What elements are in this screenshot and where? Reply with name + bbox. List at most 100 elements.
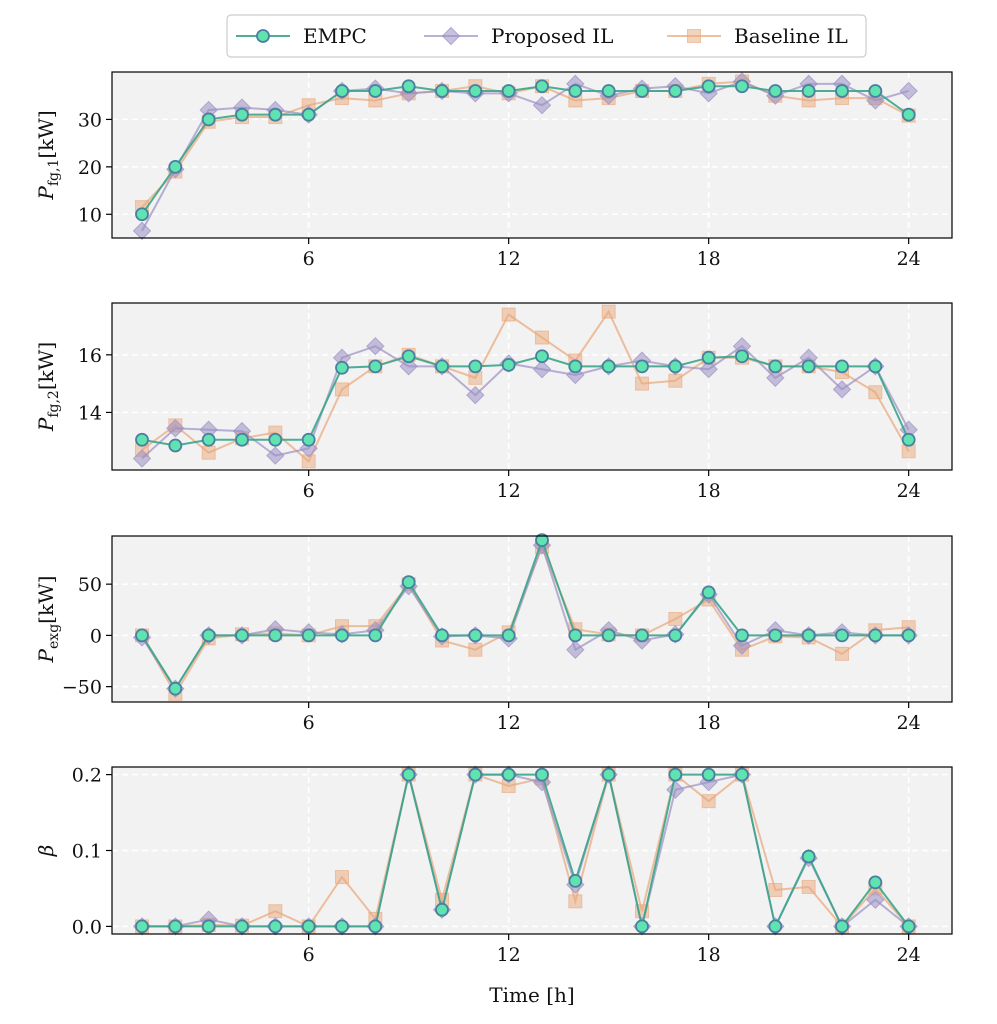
data-point xyxy=(435,628,449,643)
y-axis-label-main: P xyxy=(34,648,58,663)
data-point xyxy=(701,585,716,600)
data-point xyxy=(601,628,616,643)
legend-entry-empc: EMPC xyxy=(236,24,367,48)
axes-frame xyxy=(111,302,953,471)
data-point xyxy=(301,432,316,447)
data-point xyxy=(335,919,349,934)
data-point xyxy=(266,446,285,465)
data-point xyxy=(868,628,883,643)
data-point xyxy=(235,628,249,643)
y-axis-label: β xyxy=(34,845,58,858)
series-empc xyxy=(135,349,916,453)
data-point xyxy=(635,376,649,391)
y-axis-label-sub: fg,2 xyxy=(46,390,62,418)
data-point xyxy=(768,84,783,98)
data-point xyxy=(166,419,185,438)
data-point xyxy=(468,370,483,385)
data-point xyxy=(368,84,383,98)
data-point xyxy=(468,628,483,643)
data-point xyxy=(601,767,616,782)
data-point xyxy=(601,84,616,98)
data-point xyxy=(201,112,216,127)
data-point xyxy=(201,628,216,643)
series-empc xyxy=(135,767,916,934)
data-point xyxy=(535,767,549,782)
data-point xyxy=(701,767,716,782)
legend-entry-baseline-il: Baseline IL xyxy=(667,24,848,48)
legend-marker xyxy=(441,26,461,46)
legend-box xyxy=(226,14,867,58)
data-point xyxy=(435,902,449,917)
x-tick-label: 24 xyxy=(897,248,921,270)
data-point xyxy=(435,359,449,374)
data-point xyxy=(635,919,649,934)
x-tick-label: 12 xyxy=(497,480,521,502)
y-axis-label-main: β xyxy=(34,845,58,858)
legend-label: Proposed IL xyxy=(491,24,613,48)
data-point xyxy=(668,359,683,374)
data-point xyxy=(501,307,516,322)
subplot-2: 6 12 18 24 14 16 Pfg,2[kW] xyxy=(34,302,953,502)
y-tick-label: 16 xyxy=(78,345,102,367)
data-point xyxy=(268,904,283,919)
data-point xyxy=(668,373,683,388)
y-tick-label: 10 xyxy=(78,204,102,226)
data-point xyxy=(335,628,349,643)
data-point xyxy=(135,207,149,222)
data-point xyxy=(501,84,516,98)
data-point xyxy=(535,330,549,345)
data-point xyxy=(401,349,416,364)
data-point xyxy=(732,636,752,655)
y-axis-label-main: P xyxy=(34,186,58,201)
data-point xyxy=(901,107,916,122)
data-point xyxy=(335,84,349,98)
data-point xyxy=(135,628,149,643)
data-point xyxy=(135,919,149,934)
data-point xyxy=(801,84,816,98)
subplot-3: 6 12 18 24 −50 0 50 Pexg[kW] xyxy=(34,533,953,734)
legend-label: EMPC xyxy=(303,24,367,48)
data-point xyxy=(601,304,616,319)
data-point xyxy=(168,681,183,696)
data-point xyxy=(901,444,916,459)
data-point xyxy=(535,349,549,364)
data-point xyxy=(868,875,883,890)
data-point xyxy=(701,79,716,94)
data-point xyxy=(268,919,283,934)
data-point xyxy=(668,84,683,98)
data-point xyxy=(735,767,749,782)
data-point xyxy=(401,79,416,94)
data-point xyxy=(668,612,683,626)
y-tick-label: −50 xyxy=(62,677,102,699)
y-axis-label: Pfg,1[kW] xyxy=(34,110,62,200)
data-point xyxy=(835,84,849,98)
x-tick-label: 6 xyxy=(303,712,315,734)
data-point xyxy=(768,359,783,374)
data-point xyxy=(535,79,549,94)
data-point xyxy=(132,221,152,241)
data-point xyxy=(368,359,383,374)
x-tick-label: 6 xyxy=(303,248,315,270)
data-point xyxy=(401,767,416,782)
x-tick-label: 18 xyxy=(697,480,721,502)
y-tick-label: 14 xyxy=(78,402,102,424)
data-point xyxy=(535,533,549,547)
data-point xyxy=(568,873,583,888)
data-point xyxy=(701,350,716,365)
axes-frame xyxy=(111,535,953,703)
y-tick-label: 30 xyxy=(78,109,102,131)
data-point xyxy=(235,919,249,934)
data-point xyxy=(735,79,749,94)
data-point xyxy=(899,81,918,101)
data-point xyxy=(468,84,483,98)
data-point xyxy=(768,919,783,934)
data-point xyxy=(701,794,716,809)
data-point xyxy=(466,385,485,405)
data-point xyxy=(866,890,885,910)
data-point xyxy=(801,359,816,374)
x-tick-label: 18 xyxy=(697,944,721,966)
y-tick-label: 50 xyxy=(78,574,102,596)
data-point xyxy=(501,628,516,643)
